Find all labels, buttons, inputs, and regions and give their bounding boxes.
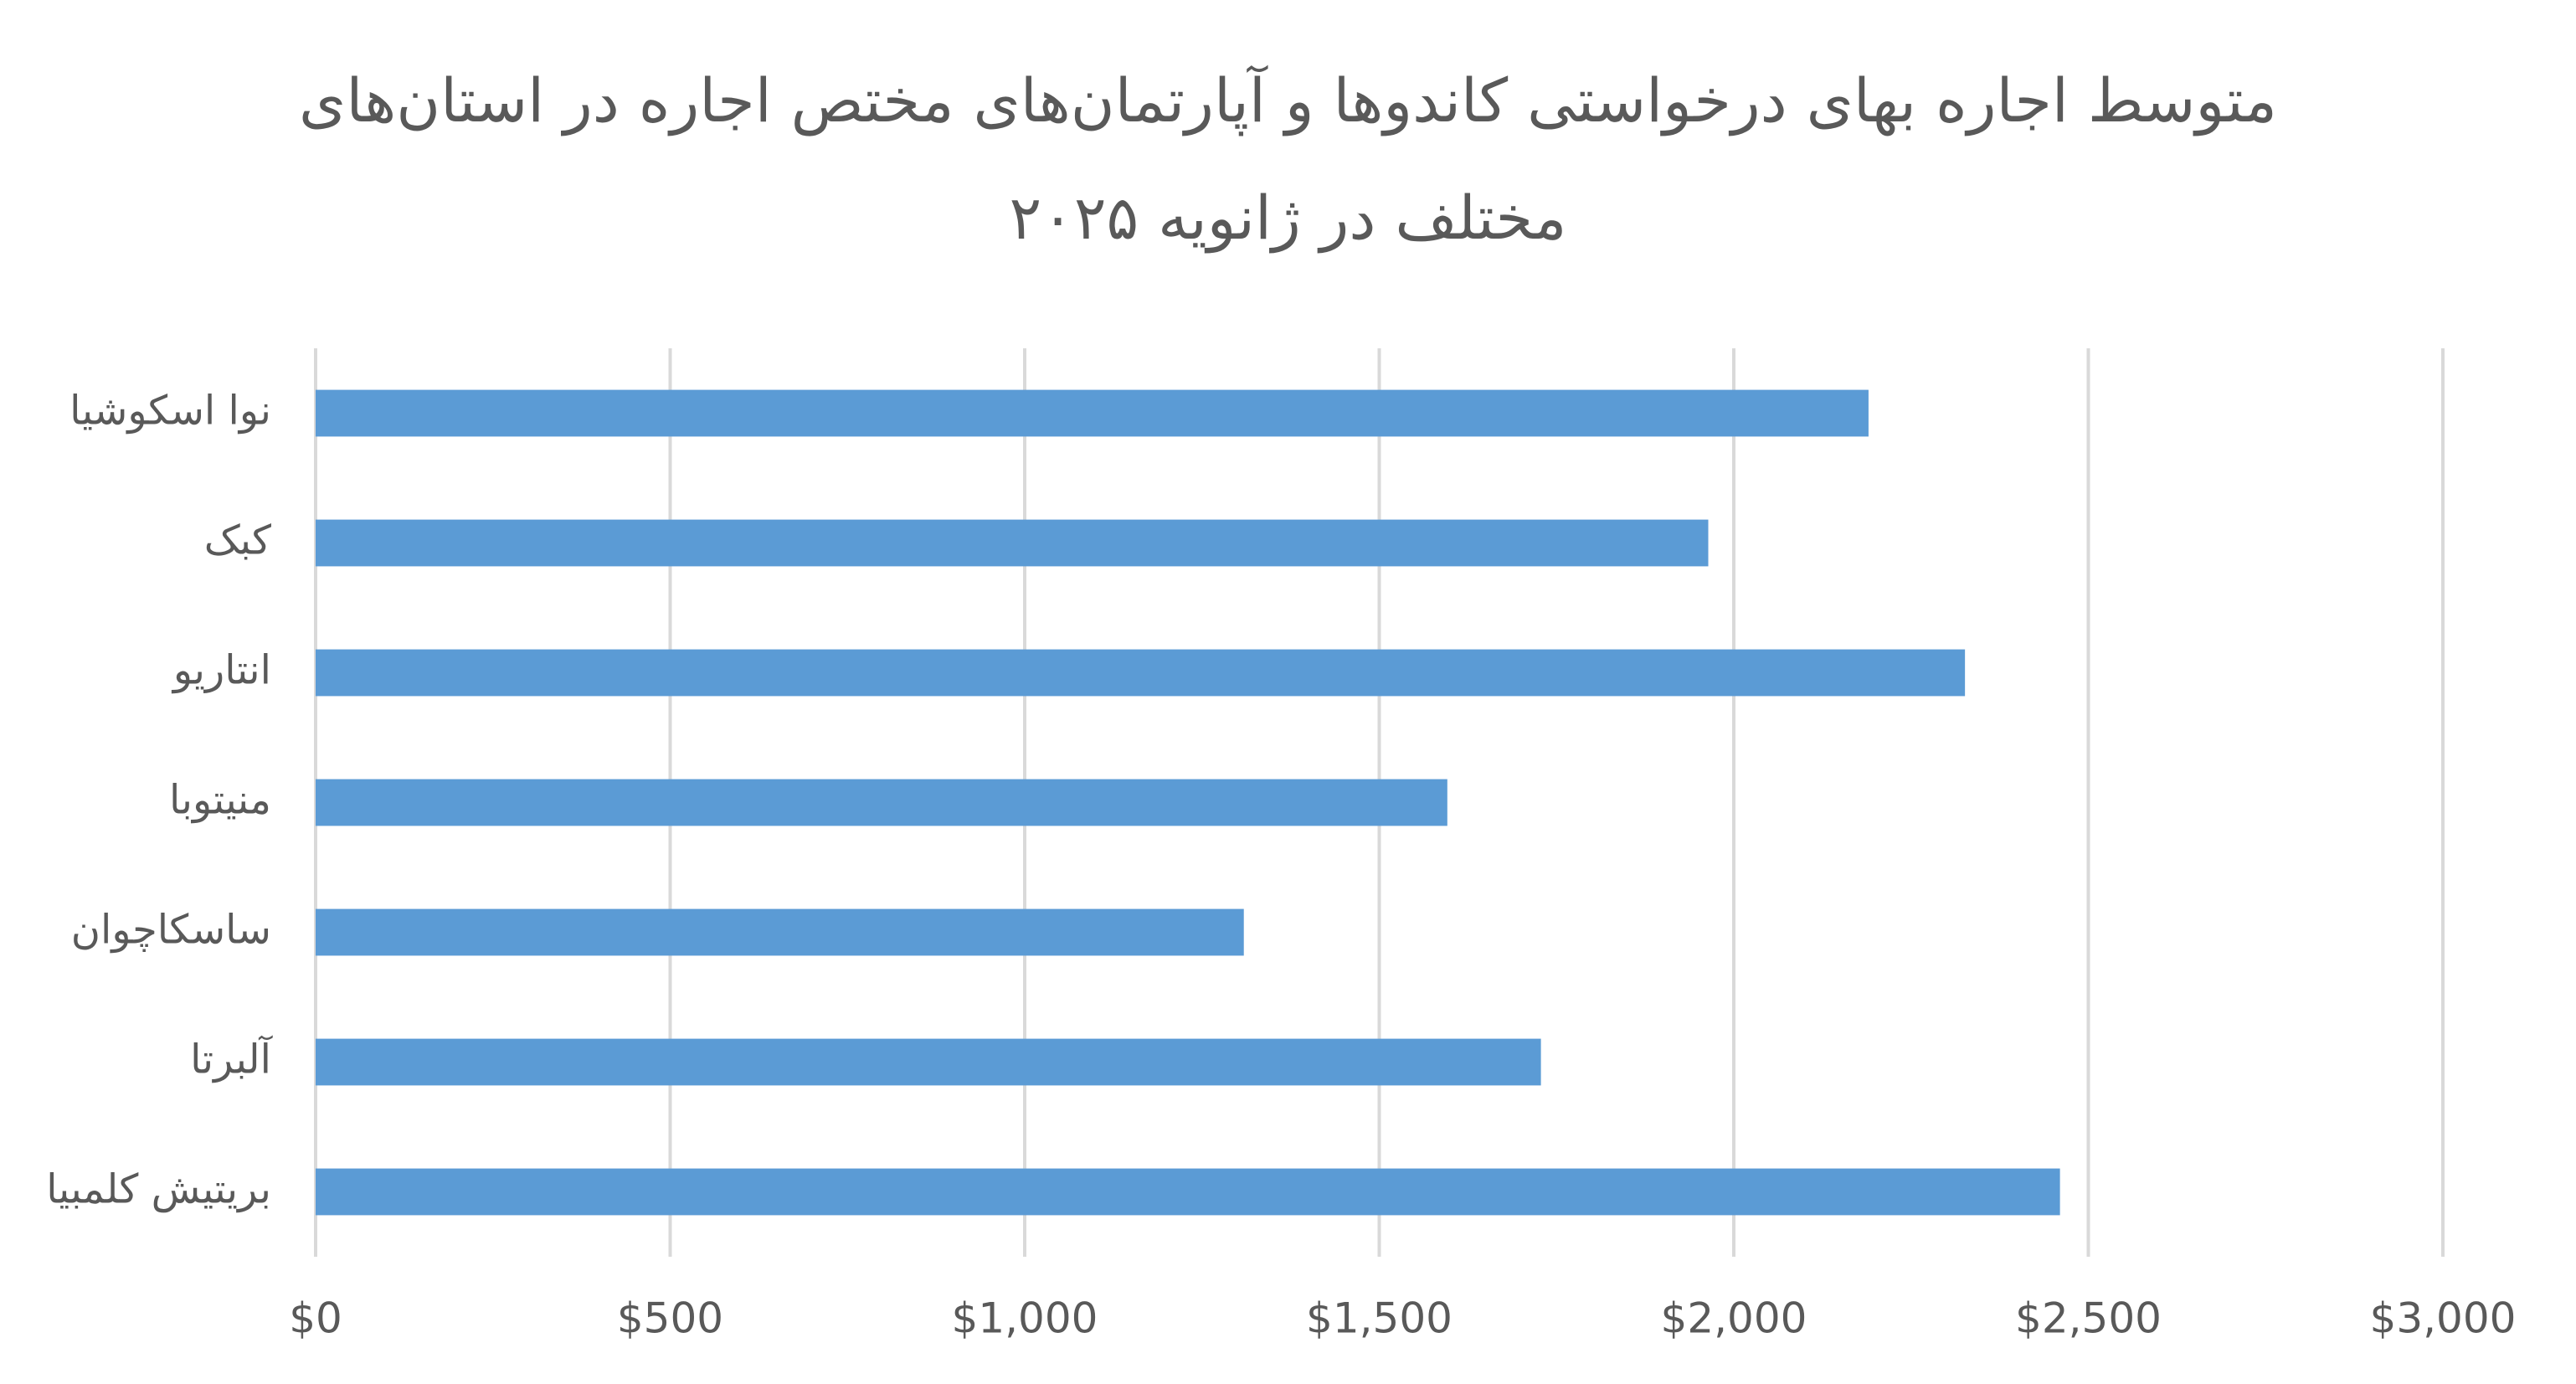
x-tick-label: $2,500 — [2015, 1294, 2162, 1343]
y-tick-label: ساسکاچوان — [71, 907, 271, 954]
bar — [316, 519, 1709, 567]
y-tick-label: نوا اسکوشیا — [69, 388, 271, 435]
x-tick-label: $1,000 — [952, 1294, 1098, 1343]
bar — [316, 1168, 2060, 1216]
chart-title: متوسط اجاره بهای درخواستی کاندوها و آپار… — [299, 65, 2277, 253]
x-tick-label: $500 — [617, 1294, 723, 1343]
x-tick-label: $1,500 — [1306, 1294, 1453, 1343]
bar — [316, 908, 1244, 956]
bar — [316, 389, 1869, 437]
bar — [316, 649, 1966, 697]
bar — [316, 1038, 1541, 1086]
bar — [316, 779, 1447, 826]
y-tick-label: بریتیش کلمبیا — [46, 1166, 271, 1213]
x-tick-label: $0 — [289, 1294, 342, 1343]
y-tick-label: منیتوبا — [169, 777, 271, 824]
y-tick-label: انتاریو — [172, 647, 271, 694]
x-tick-label: $2,000 — [1661, 1294, 1807, 1343]
y-tick-label: آلبرتا — [190, 1035, 274, 1083]
y-tick-label: کبک — [204, 517, 271, 564]
x-tick-label: $3,000 — [2370, 1294, 2517, 1343]
